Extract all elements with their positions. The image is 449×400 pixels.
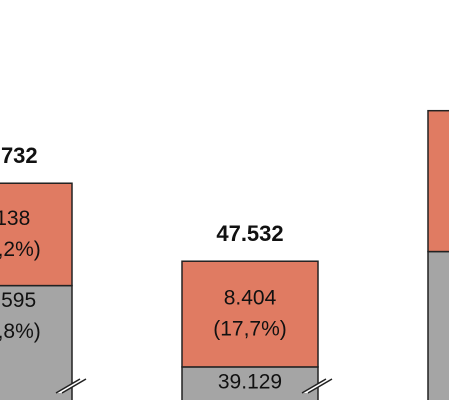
value-label: 8.404: [224, 287, 277, 310]
percent-label: (17,7%): [213, 318, 287, 341]
axis-break: [56, 379, 86, 393]
axis-break-line: [61, 378, 87, 394]
axis-break-line: [55, 378, 81, 394]
axis-break-line: [307, 378, 333, 394]
percent-label: (84,8%): [0, 320, 41, 343]
bar-segment: [0, 284, 73, 400]
bar-segment: [181, 260, 319, 368]
value-label: 39.129: [218, 370, 282, 393]
total-label: 47.532: [216, 221, 283, 246]
value-label: 8.138: [0, 207, 30, 230]
axis-break: [302, 379, 332, 393]
percent-label: (15,2%): [0, 238, 41, 261]
bar-segment: [427, 250, 449, 400]
total-label: 53.732: [0, 143, 38, 168]
axis-break-line: [301, 378, 327, 394]
bar-segment: [427, 109, 449, 253]
value-label: 45.595: [0, 289, 36, 312]
bar-segment: [0, 182, 73, 287]
